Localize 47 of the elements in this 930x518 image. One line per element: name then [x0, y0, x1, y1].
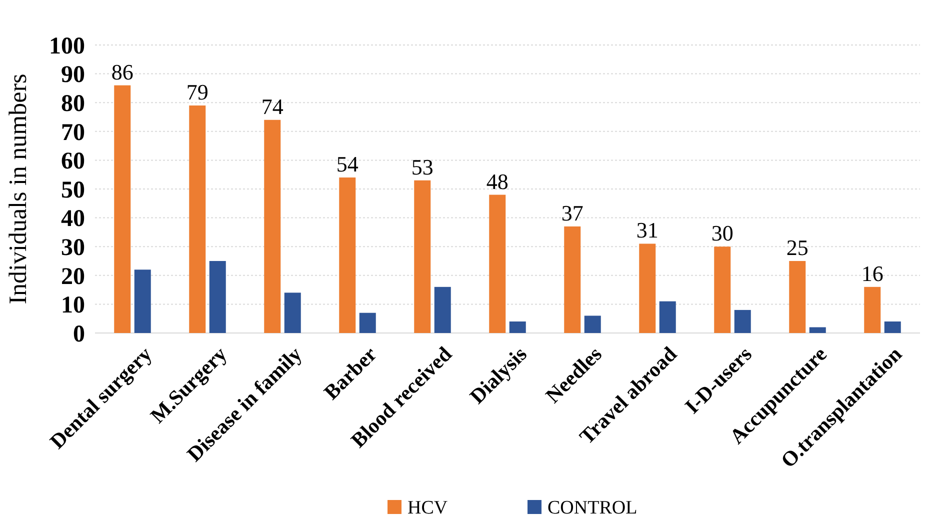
bar [809, 327, 826, 333]
y-axis-title: Individuals in numbers [5, 74, 32, 304]
bar [489, 194, 506, 333]
y-tick-label: 10 [61, 292, 85, 319]
legend-label: HCV [408, 498, 448, 518]
bar [284, 292, 301, 333]
bar [584, 316, 601, 333]
bar [134, 270, 151, 333]
y-tick-label: 40 [61, 206, 85, 232]
bar [264, 120, 281, 333]
data-label: 37 [561, 200, 584, 226]
y-tick-label: 70 [61, 120, 85, 146]
bar [564, 226, 581, 333]
y-tick-label: 80 [61, 91, 85, 117]
y-tick-label: 30 [61, 235, 85, 261]
bar [434, 286, 451, 333]
bar [359, 312, 376, 333]
bar [864, 286, 881, 333]
bar [734, 310, 751, 333]
y-tick-label: 90 [61, 62, 85, 88]
bar [884, 321, 901, 333]
bar [339, 177, 356, 333]
bar [509, 321, 526, 333]
y-tick-label: 100 [49, 33, 85, 60]
bar [714, 246, 731, 333]
data-label: 79 [186, 79, 208, 104]
y-tick-label: 0 [73, 321, 85, 348]
data-label: 86 [111, 59, 134, 84]
data-label: 74 [261, 94, 284, 119]
legend-label: CONTROL [548, 498, 638, 518]
y-tick-label: 20 [61, 264, 85, 290]
bar [659, 301, 676, 333]
data-label: 48 [486, 168, 508, 194]
data-label: 31 [636, 218, 658, 243]
data-label: 54 [336, 151, 358, 176]
y-tick-label: 50 [61, 177, 85, 204]
bar [789, 261, 806, 333]
data-label: 53 [411, 154, 434, 180]
data-label: 30 [711, 220, 734, 246]
bar [639, 244, 656, 333]
data-label: 16 [861, 260, 884, 286]
bar [189, 105, 206, 333]
bar [209, 261, 226, 333]
bar [114, 85, 131, 333]
y-tick-label: 60 [61, 148, 85, 175]
data-label: 25 [786, 235, 808, 260]
bar [414, 180, 431, 333]
